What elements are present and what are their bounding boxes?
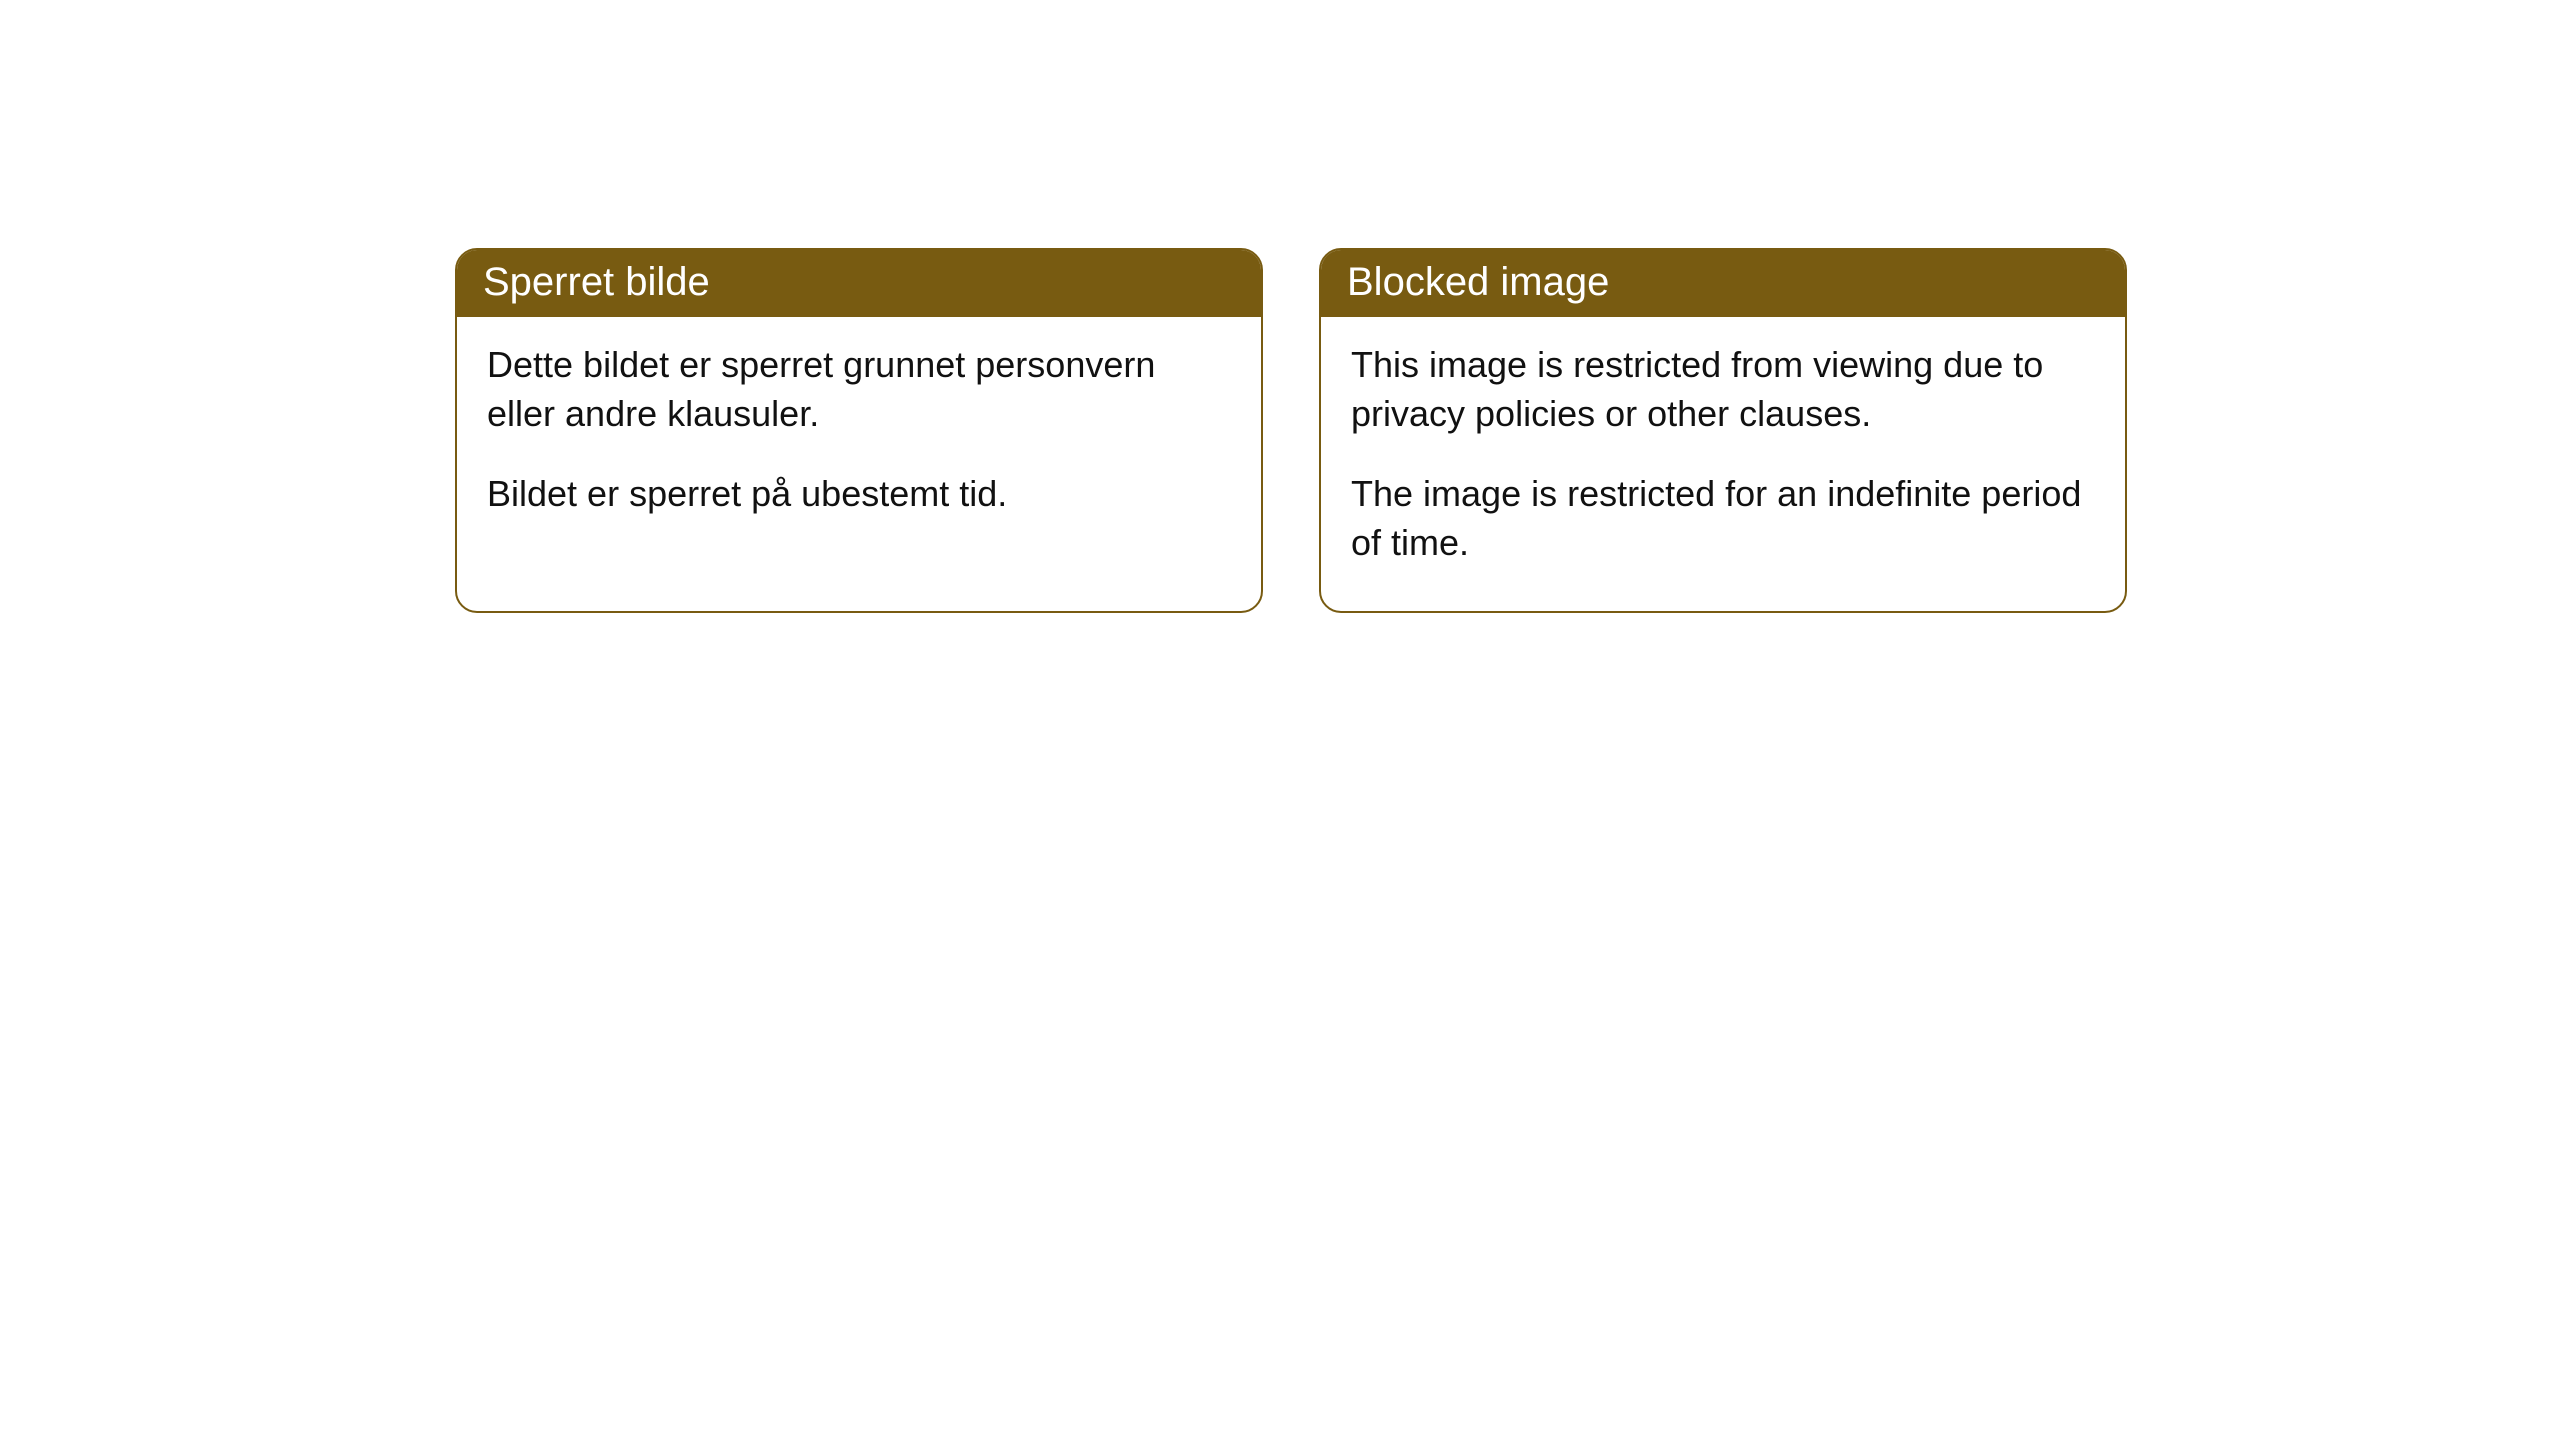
card-paragraph: Dette bildet er sperret grunnet personve… xyxy=(487,341,1231,438)
card-paragraph: Bildet er sperret på ubestemt tid. xyxy=(487,470,1231,519)
card-header-english: Blocked image xyxy=(1321,250,2125,317)
card-paragraph: The image is restricted for an indefinit… xyxy=(1351,470,2095,567)
card-paragraph: This image is restricted from viewing du… xyxy=(1351,341,2095,438)
card-header-norwegian: Sperret bilde xyxy=(457,250,1261,317)
card-body-english: This image is restricted from viewing du… xyxy=(1321,317,2125,611)
notice-cards-row: Sperret bilde Dette bildet er sperret gr… xyxy=(455,248,2560,613)
notice-card-english: Blocked image This image is restricted f… xyxy=(1319,248,2127,613)
card-body-norwegian: Dette bildet er sperret grunnet personve… xyxy=(457,317,1261,563)
notice-card-norwegian: Sperret bilde Dette bildet er sperret gr… xyxy=(455,248,1263,613)
